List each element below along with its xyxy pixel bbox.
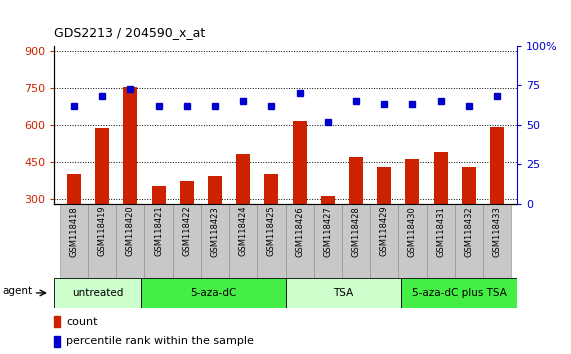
Text: GSM118419: GSM118419: [98, 206, 107, 256]
Bar: [313, 204, 342, 278]
Text: percentile rank within the sample: percentile rank within the sample: [66, 336, 254, 346]
Text: 5-aza-dC plus TSA: 5-aza-dC plus TSA: [412, 288, 506, 298]
Text: GSM118431: GSM118431: [436, 206, 445, 257]
Text: agent: agent: [3, 286, 33, 296]
Bar: [180, 181, 194, 204]
Bar: [60, 204, 88, 278]
Text: GSM118424: GSM118424: [239, 206, 248, 256]
Bar: [229, 204, 258, 278]
Bar: [370, 204, 399, 278]
Bar: [405, 159, 420, 204]
Text: GSM118427: GSM118427: [323, 206, 332, 257]
Bar: [399, 204, 427, 278]
Text: GSM118428: GSM118428: [352, 206, 360, 257]
Text: GSM118422: GSM118422: [182, 206, 191, 256]
Text: GSM118426: GSM118426: [295, 206, 304, 257]
Bar: [377, 167, 391, 204]
Bar: [144, 204, 172, 278]
Text: GSM118420: GSM118420: [126, 206, 135, 256]
Text: GSM118425: GSM118425: [267, 206, 276, 256]
Bar: [286, 204, 313, 278]
Bar: [123, 87, 138, 204]
Bar: [462, 167, 476, 204]
Bar: [54, 336, 59, 347]
Text: GDS2213 / 204590_x_at: GDS2213 / 204590_x_at: [54, 26, 206, 39]
Bar: [342, 204, 370, 278]
Text: GSM118423: GSM118423: [211, 206, 219, 257]
Bar: [95, 129, 109, 204]
Bar: [286, 278, 401, 308]
Bar: [433, 152, 448, 204]
Bar: [264, 174, 279, 204]
Bar: [401, 278, 517, 308]
Text: TSA: TSA: [333, 288, 353, 298]
Text: count: count: [66, 316, 98, 327]
Text: 5-aza-dC: 5-aza-dC: [190, 288, 236, 298]
Bar: [67, 174, 81, 204]
Bar: [201, 204, 229, 278]
Text: GSM118429: GSM118429: [380, 206, 389, 256]
Text: GSM118432: GSM118432: [464, 206, 473, 257]
Bar: [236, 154, 250, 204]
Bar: [208, 177, 222, 204]
Bar: [141, 278, 286, 308]
Bar: [88, 204, 116, 278]
Bar: [349, 157, 363, 204]
Bar: [54, 278, 141, 308]
Bar: [258, 204, 286, 278]
Text: GSM118421: GSM118421: [154, 206, 163, 256]
Bar: [483, 204, 511, 278]
Text: untreated: untreated: [72, 288, 123, 298]
Bar: [490, 127, 504, 204]
Text: GSM118433: GSM118433: [493, 206, 501, 257]
Bar: [427, 204, 455, 278]
Text: GSM118430: GSM118430: [408, 206, 417, 257]
Bar: [455, 204, 483, 278]
Bar: [172, 204, 201, 278]
Bar: [292, 121, 307, 204]
Bar: [151, 186, 166, 204]
Text: GSM118418: GSM118418: [70, 206, 78, 257]
Bar: [54, 316, 59, 327]
Bar: [116, 204, 144, 278]
Bar: [321, 196, 335, 204]
